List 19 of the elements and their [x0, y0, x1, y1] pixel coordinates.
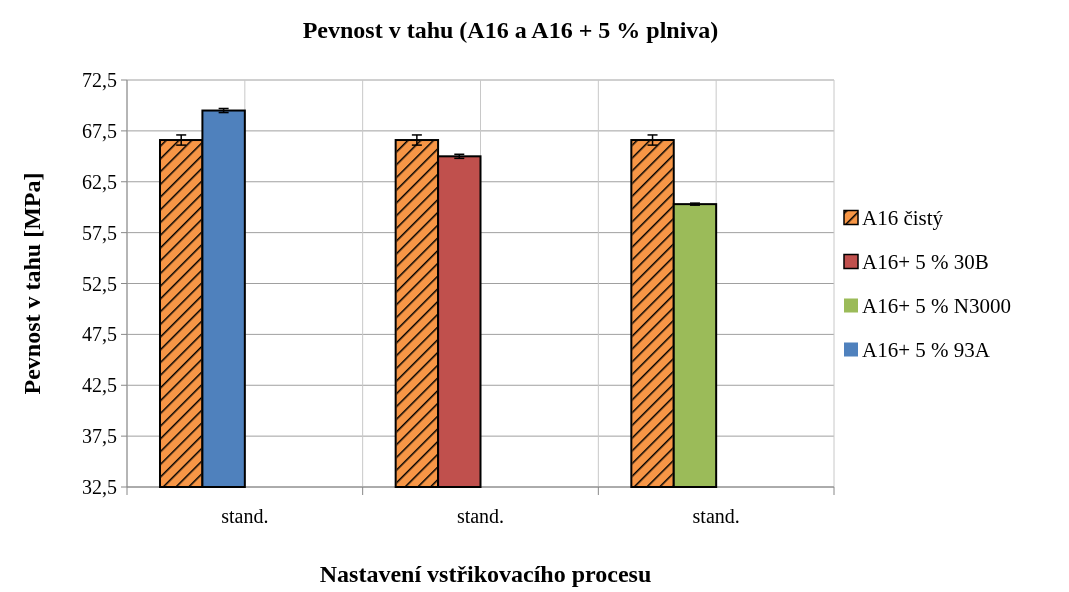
x-axis-title: Nastavení vstřikovacího procesu — [319, 561, 652, 587]
y-tick-label: 32,5 — [82, 476, 117, 498]
legend-label: A16+ 5 % N3000 — [862, 293, 1011, 318]
x-tick-label: stand. — [692, 505, 740, 527]
y-tick-label: 52,5 — [82, 272, 117, 295]
y-tick-label: 72,5 — [82, 69, 117, 91]
legend-label: A16+ 5 % 93A — [862, 337, 991, 362]
y-tick-label: 57,5 — [82, 221, 117, 244]
y-tick-label: 67,5 — [82, 119, 117, 142]
legend-label: A16+ 5 % 30B — [862, 249, 989, 274]
y-tick-label: 47,5 — [82, 323, 117, 346]
y-tick-label: 62,5 — [82, 170, 117, 193]
x-tick-label: stand. — [221, 505, 269, 527]
x-tick-label: stand. — [456, 505, 505, 527]
y-tick-label: 42,5 — [82, 374, 117, 397]
y-tick-label: 37,5 — [82, 425, 117, 448]
legend-label: A16 čistý — [862, 205, 944, 230]
chart-title: Pevnost v tahu (A16 a A16 + 5 % plniva) — [302, 17, 719, 43]
y-axis-title: Pevnost v tahu [MPa] — [19, 172, 45, 395]
